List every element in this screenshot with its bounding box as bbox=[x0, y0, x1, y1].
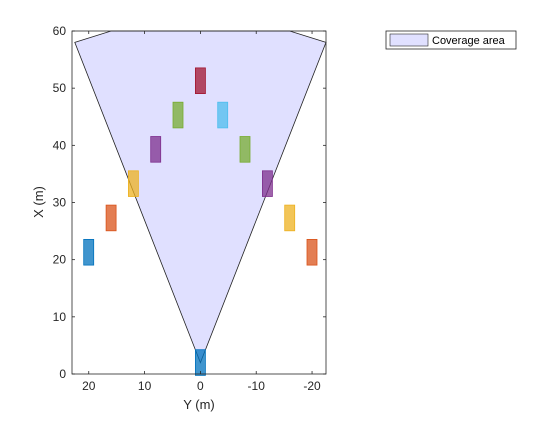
vehicle-8 bbox=[217, 101, 229, 129]
vehicle-5 bbox=[150, 136, 162, 163]
y-tick-label-0: 0 bbox=[59, 367, 66, 381]
y-axis-label: X (m) bbox=[31, 186, 46, 218]
legend-swatch bbox=[389, 33, 429, 47]
vehicle-12 bbox=[306, 238, 318, 266]
legend-label: Coverage area bbox=[432, 35, 506, 47]
y-tick-label-5: 50 bbox=[53, 81, 67, 95]
y-tick-label-6: 60 bbox=[53, 24, 67, 38]
y-tick-label-2: 20 bbox=[53, 253, 67, 267]
plot-content bbox=[74, 30, 327, 376]
y-ticks: 0 10 20 30 40 50 60 bbox=[53, 24, 326, 381]
legend: Coverage area bbox=[385, 30, 517, 50]
vehicle-10 bbox=[261, 170, 273, 197]
vehicle-7 bbox=[194, 67, 206, 95]
x-tick-label-2: 0 bbox=[197, 379, 204, 393]
vehicle-9 bbox=[239, 136, 251, 163]
vehicle-2 bbox=[83, 238, 95, 266]
y-tick-label-1: 10 bbox=[53, 310, 67, 324]
x-tick-label-0: 20 bbox=[82, 379, 96, 393]
x-ticks: 20 10 0 -10 -20 bbox=[82, 31, 321, 393]
vehicle-3 bbox=[105, 204, 117, 232]
x-tick-label-4: -20 bbox=[303, 379, 321, 393]
y-tick-label-3: 30 bbox=[53, 196, 67, 210]
y-tick-label-4: 40 bbox=[53, 138, 67, 152]
vehicle-6 bbox=[172, 101, 184, 129]
vehicle-4 bbox=[127, 170, 139, 197]
x-axis-label: Y (m) bbox=[183, 397, 215, 412]
x-tick-label-3: -10 bbox=[248, 379, 266, 393]
vehicle-11 bbox=[284, 204, 296, 232]
vehicle-1 bbox=[194, 349, 206, 376]
x-tick-label-1: 10 bbox=[138, 379, 152, 393]
